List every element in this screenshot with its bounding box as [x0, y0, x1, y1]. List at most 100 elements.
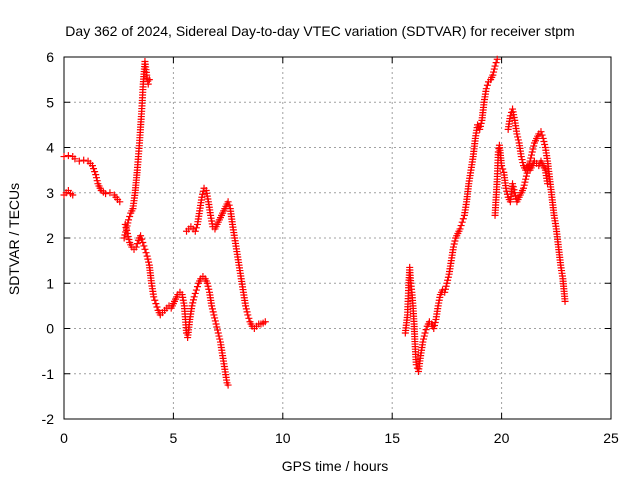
data-point-marker	[483, 81, 491, 89]
data-point-marker	[514, 133, 522, 141]
data-point-marker	[152, 300, 160, 308]
data-point-marker	[122, 223, 130, 231]
chart-title: Day 362 of 2024, Sidereal Day-to-day VTE…	[65, 23, 574, 39]
data-point-marker	[214, 326, 222, 334]
data-point-marker	[191, 227, 199, 235]
data-point-marker	[215, 332, 223, 340]
data-point-marker	[519, 184, 527, 192]
y-tick-label: 0	[46, 321, 54, 337]
data-point-marker	[514, 136, 522, 144]
data-point-marker	[209, 308, 217, 316]
data-point-marker	[123, 229, 131, 237]
data-point-marker	[527, 154, 535, 162]
data-point-marker	[93, 177, 101, 185]
data-point-marker	[208, 302, 216, 310]
grid-lines	[64, 57, 611, 419]
y-tick-label: 2	[46, 230, 54, 246]
data-point-marker	[459, 215, 467, 223]
data-point-marker	[210, 311, 218, 319]
data-point-marker	[511, 189, 519, 197]
data-point-marker	[225, 201, 233, 209]
data-point-marker	[205, 285, 213, 293]
data-point-marker	[140, 242, 148, 250]
data-point-marker	[441, 288, 449, 296]
data-point-marker	[211, 317, 219, 325]
y-axis-label: SDTVAR / TECUs	[6, 183, 22, 295]
data-point-marker	[511, 192, 519, 200]
data-point-marker	[144, 80, 152, 88]
data-point-marker	[490, 68, 498, 76]
y-tick-label: 5	[46, 94, 54, 110]
data-point-marker	[430, 325, 438, 332]
x-tick-label: 10	[275, 430, 291, 446]
data-point-marker	[499, 165, 507, 173]
y-tick-label: -2	[42, 411, 55, 427]
data-point-marker	[498, 162, 506, 170]
data-point-marker	[492, 59, 500, 67]
data-point-marker	[443, 279, 451, 287]
data-point-marker	[517, 153, 525, 161]
data-point-marker	[224, 381, 232, 389]
data-point-marker	[444, 273, 452, 281]
data-point-marker	[441, 285, 449, 293]
y-tick-label: 6	[46, 49, 54, 65]
data-point-marker	[224, 198, 232, 206]
data-point-marker	[420, 332, 428, 340]
data-point-marker	[151, 296, 159, 304]
data-point-marker	[420, 335, 428, 343]
data-point-marker	[208, 305, 216, 313]
data-point-marker	[518, 156, 526, 164]
data-point-marker	[529, 145, 537, 153]
data-point-marker	[242, 302, 250, 310]
data-point-marker	[528, 148, 536, 156]
data-point-marker	[69, 191, 77, 199]
data-point-marker	[92, 174, 100, 182]
data-point-marker	[449, 243, 457, 251]
data-point-marker	[490, 65, 498, 73]
data-point-marker	[476, 125, 484, 133]
data-point-marker	[188, 302, 196, 310]
data-point-marker	[522, 175, 530, 183]
data-point-marker	[139, 239, 147, 247]
data-point-marker	[192, 224, 200, 232]
data-point-marker	[537, 128, 545, 136]
data-point-marker	[92, 171, 100, 179]
y-tick-label: 4	[46, 140, 54, 156]
data-point-marker	[132, 243, 140, 251]
data-point-marker	[120, 234, 128, 242]
data-point-marker	[125, 216, 133, 224]
data-point-marker	[540, 137, 548, 145]
data-point-marker	[198, 193, 206, 201]
data-point-marker	[538, 131, 546, 139]
data-point-marker	[519, 159, 527, 167]
data-point-marker	[189, 296, 197, 304]
data-point-marker	[71, 155, 79, 163]
y-tick-label: -1	[42, 366, 55, 382]
data-point-marker	[211, 314, 219, 322]
data-point-marker	[544, 180, 552, 188]
data-point-marker	[88, 162, 96, 170]
data-point-marker	[242, 305, 250, 313]
data-point-marker	[513, 130, 521, 138]
data-point-marker	[125, 236, 133, 244]
data-point-marker	[244, 311, 252, 319]
data-point-marker	[458, 218, 466, 226]
data-point-marker	[216, 335, 224, 343]
data-point-marker	[457, 222, 465, 230]
data-point-marker	[204, 282, 212, 290]
data-point-marker	[522, 172, 530, 180]
data-point-marker	[91, 168, 99, 176]
data-point-marker	[199, 190, 207, 198]
data-point-marker	[153, 303, 161, 311]
data-point-marker	[451, 237, 459, 245]
data-point-marker	[191, 289, 199, 297]
x-tick-label: 25	[603, 430, 619, 446]
data-point-marker	[192, 286, 200, 294]
data-point-marker	[145, 76, 153, 84]
data-point-marker	[106, 189, 114, 197]
data-point-marker	[421, 329, 429, 337]
data-point-marker	[143, 252, 151, 260]
data-point-marker	[142, 249, 150, 257]
data-point-marker	[419, 338, 427, 346]
data-point-marker	[431, 321, 439, 329]
